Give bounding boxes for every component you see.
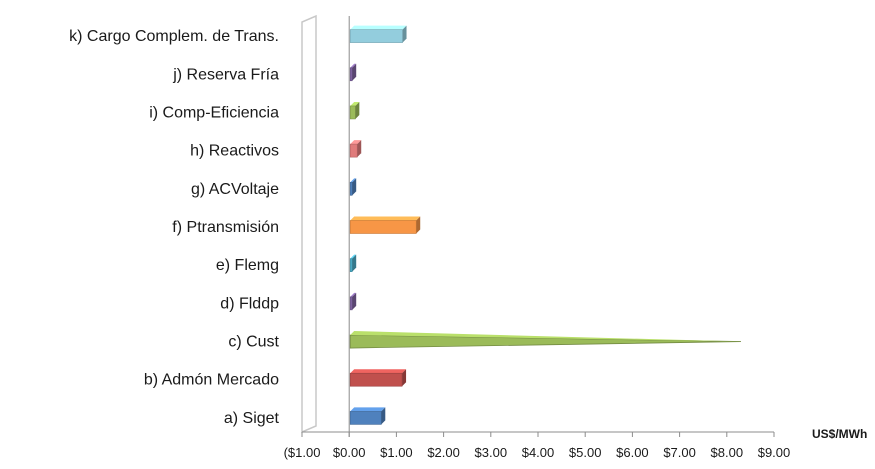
bar-face [349, 182, 353, 196]
category-label: j) Reserva Fría [172, 66, 279, 83]
x-tick-label: $1.00 [380, 445, 413, 460]
bar-side [357, 140, 362, 158]
category-label: h) Reactivos [190, 143, 279, 160]
bar-side [416, 216, 421, 234]
bar-side [355, 101, 360, 119]
category-label: a) Siget [224, 410, 280, 427]
bar [349, 178, 357, 196]
bar-top [350, 216, 421, 221]
x-tick-label: $6.00 [616, 445, 649, 460]
x-tick-label: $8.00 [711, 445, 744, 460]
side-wall [301, 14, 317, 434]
x-tick-label: $4.00 [522, 445, 555, 460]
bars [349, 25, 741, 425]
bar-face [349, 105, 356, 120]
bar-face [349, 67, 353, 82]
x-tick-label: $0.00 [333, 445, 366, 460]
x-tick-label: $9.00 [758, 445, 791, 460]
category-label: b) Admón Mercado [144, 372, 279, 389]
bar-top [350, 63, 357, 68]
bar-side [402, 369, 407, 387]
bar [349, 25, 407, 43]
bar-face [349, 29, 403, 43]
bar [349, 63, 357, 82]
x-tick-label: $5.00 [569, 445, 602, 460]
category-label: g) ACVoltaje [191, 181, 279, 198]
bar-top [350, 140, 362, 145]
bar [349, 216, 421, 234]
bar [349, 331, 741, 349]
bar-top [350, 331, 741, 342]
bar-face [349, 411, 382, 425]
bar-top [350, 292, 357, 297]
category-label: c) Cust [228, 334, 279, 351]
x-tick-label: ($1.00 [284, 445, 321, 460]
bar-top [350, 254, 357, 259]
category-label: k) Cargo Complem. de Trans. [69, 28, 279, 45]
category-label: d) Flddp [220, 295, 279, 312]
tick-labels: ($1.00 $0.00 $1.00 $2.00 $3.00 $4.00 $5.00 $6.0… [284, 445, 791, 460]
bar-side [352, 292, 357, 310]
bar-face [349, 220, 417, 234]
x-tick-label: $7.00 [663, 445, 696, 460]
bar-side [352, 63, 357, 81]
bar [349, 292, 357, 311]
category-labels: a) Siget b) Admón Mercado c) Cust d) Flddp e… [69, 28, 279, 427]
bar-face [349, 372, 403, 387]
bar-side [352, 254, 357, 272]
bar-side [352, 178, 357, 196]
bar-side [381, 407, 386, 425]
x-axis-unit-label: US$/MWh [812, 427, 867, 441]
x-axis [301, 431, 775, 437]
bar-top [350, 369, 407, 374]
bar-face [349, 296, 353, 311]
chart-back-wall [301, 14, 317, 434]
bar-top [350, 178, 357, 183]
x-tick-label: $2.00 [427, 445, 460, 460]
bar [349, 140, 362, 158]
bar-face [349, 258, 353, 272]
bar [349, 407, 386, 425]
bar-side [402, 25, 407, 43]
bar [349, 369, 407, 387]
bar [349, 254, 357, 272]
category-label: f) Ptransmisión [172, 219, 279, 236]
bar-top [350, 101, 360, 106]
category-label: i) Comp-Eficiencia [149, 104, 279, 121]
bar-top [350, 25, 407, 30]
bar-top [350, 407, 386, 412]
x-tick-label: $3.00 [475, 445, 508, 460]
category-label: e) Flemg [216, 257, 279, 274]
bar [349, 101, 360, 120]
bar-face [349, 143, 358, 158]
